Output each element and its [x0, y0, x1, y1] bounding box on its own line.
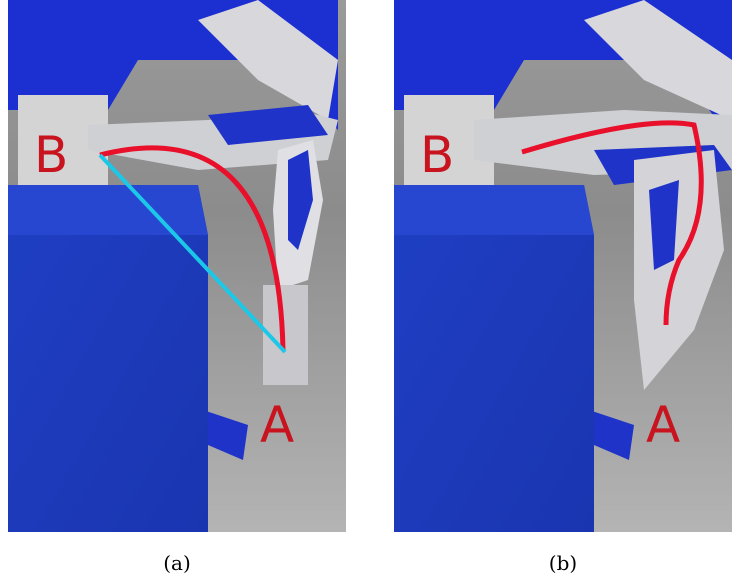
panel-caption: (b)	[549, 551, 577, 575]
marker-label: B	[420, 126, 454, 184]
panel-caption: (a)	[163, 551, 191, 575]
panel-a: B A	[8, 0, 346, 532]
marker-label: A	[646, 396, 680, 454]
figure: B A B A (a) (b)	[0, 0, 737, 580]
marker-label: A	[260, 396, 294, 454]
marker-label: B	[34, 126, 68, 184]
panel-b: B A	[394, 0, 732, 532]
